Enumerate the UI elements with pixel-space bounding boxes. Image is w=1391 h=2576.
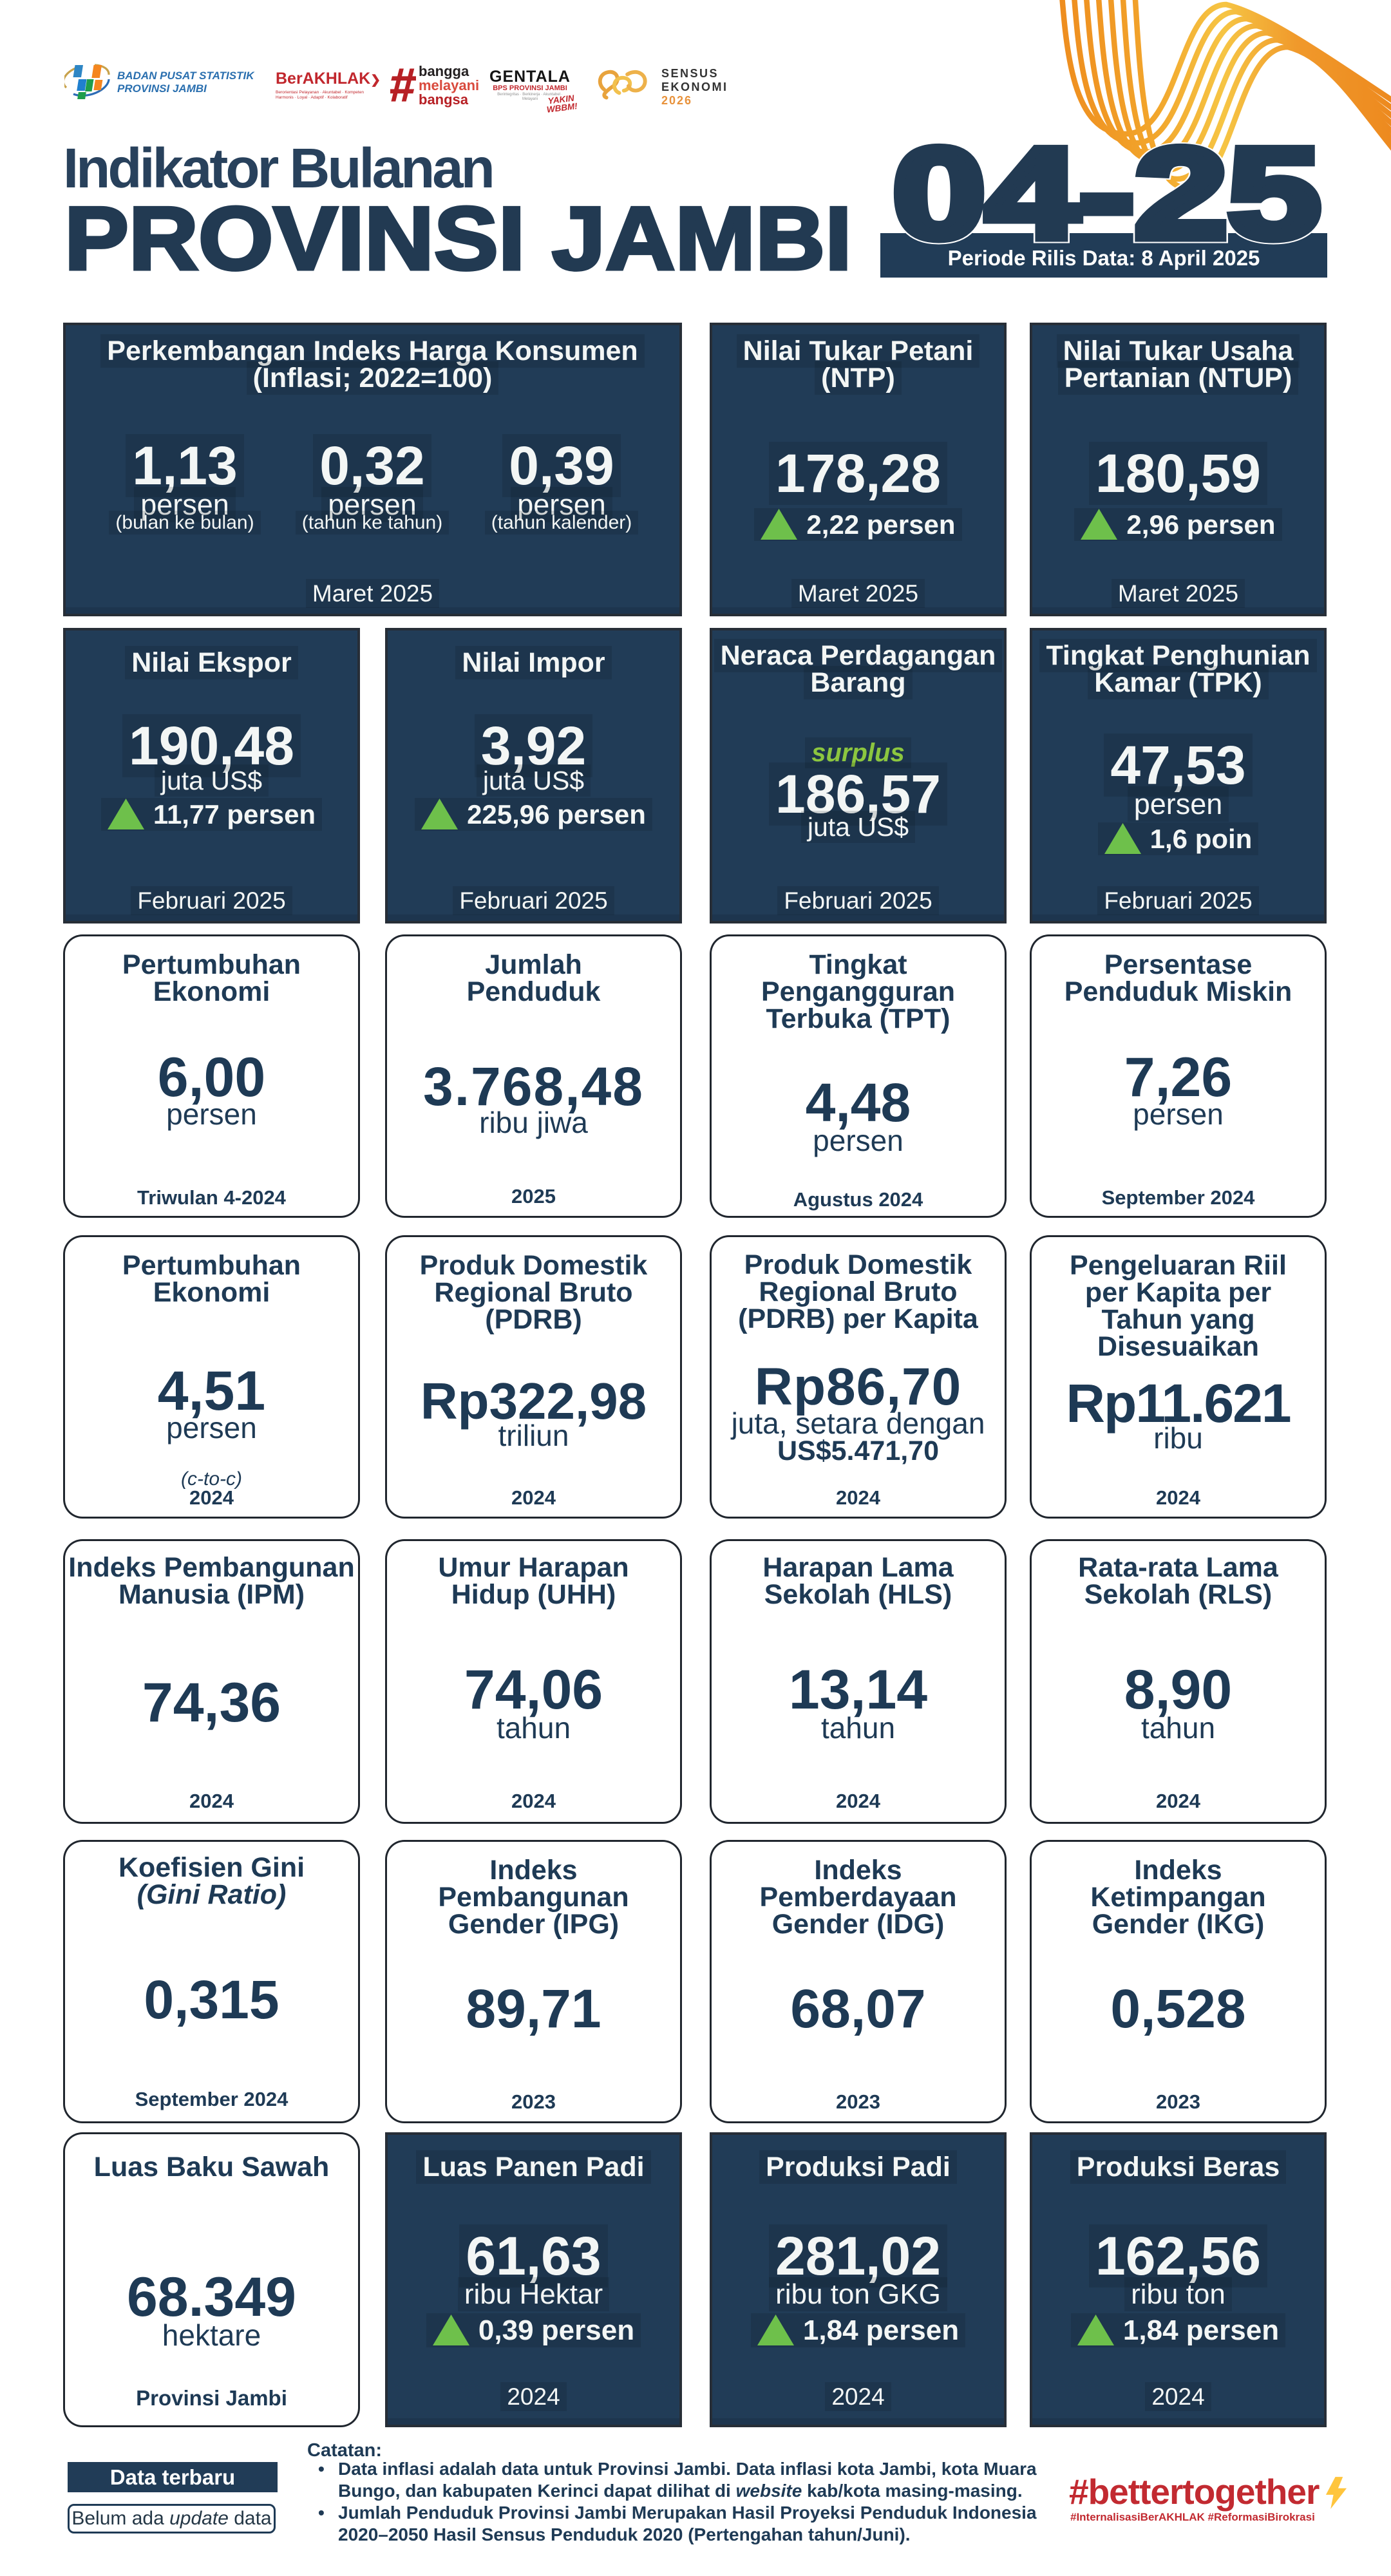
svg-text:04-25: 04-25 — [893, 122, 1321, 265]
svg-text:04-25: 04-25 — [893, 122, 1321, 265]
